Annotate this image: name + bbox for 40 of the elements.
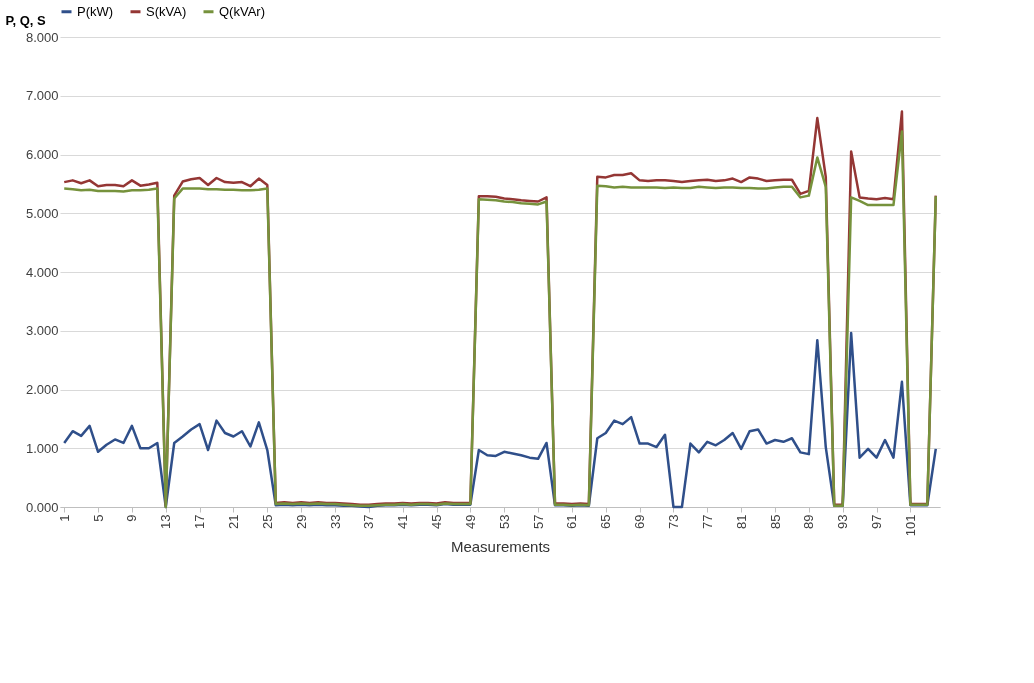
x-tick-label: 37 [361,514,377,529]
x-tick-label: 73 [665,514,681,529]
x-tick-label: 57 [530,514,546,529]
y-tick-label: 5.000 [25,205,59,221]
x-axis-title: Measurements [450,538,551,556]
x-tick-label: 13 [158,514,174,529]
y-tick-label: 3.000 [25,323,59,339]
y-tick-label: 7.000 [25,88,59,104]
x-tick-label: 29 [293,514,309,529]
y-tick-label: 2.000 [25,382,59,397]
x-tick-label: 1 [56,514,72,522]
x-tick-label: 17 [192,514,208,529]
x-tick-label: 65 [598,514,614,529]
x-tick-label: 25 [259,514,275,529]
x-tick-label: 93 [835,514,851,529]
y-tick-label: 6.000 [25,147,59,162]
x-tick-label: 33 [327,514,343,529]
x-tick-label: 101 [902,514,918,537]
x-tick-label: 49 [462,514,478,529]
x-tick-label: 77 [699,514,715,529]
legend-label: P(kW) [77,3,114,19]
x-tick-label: 89 [801,514,817,529]
x-tick-label: 21 [225,514,241,529]
y-tick-label: 8.000 [25,29,59,45]
legend-label: Q(kVAr) [219,3,265,19]
y-axis-title: P, Q, S [5,12,47,28]
x-tick-label: 5 [90,514,106,522]
x-tick-label: 45 [429,514,445,529]
x-tick-label: 85 [767,514,783,529]
x-tick-label: 61 [564,514,580,529]
x-tick-label: 97 [869,514,885,529]
legend-label: S(kVA) [146,3,187,19]
y-tick-label: 0.000 [25,499,59,515]
x-tick-label: 53 [496,514,512,529]
y-tick-label: 1.000 [25,440,59,456]
x-tick-label: 41 [395,514,411,529]
y-tick-label: 4.000 [25,264,59,280]
x-tick-label: 9 [124,514,140,522]
x-tick-label: 69 [632,514,648,529]
x-tick-label: 81 [733,514,749,529]
